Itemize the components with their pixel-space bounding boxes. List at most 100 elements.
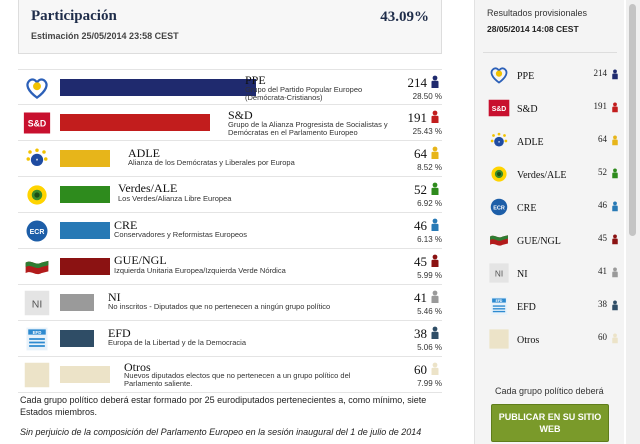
efd-logo-icon: EFD [18, 321, 56, 356]
sidebar-date: 28/05/2014 14:08 CEST [487, 24, 579, 34]
efd-logo-icon: EFD [487, 295, 511, 317]
sidebar-group-name: PPE [517, 71, 535, 82]
seat-bar [60, 294, 94, 311]
footnote-italic: Sin perjuicio de la composición del Parl… [20, 427, 422, 437]
group-desc: Grupo de la Alianza Progresista de Socia… [228, 120, 388, 137]
participation-estimate: Estimación 25/05/2014 23:58 CEST [31, 31, 179, 41]
others-logo-icon [487, 328, 511, 350]
sd-logo-text: S&D [492, 106, 507, 113]
sidebar-group-name: NI [517, 269, 528, 280]
sd-logo-icon: S&D [487, 97, 511, 119]
person-icon [430, 326, 440, 340]
seat-bar [60, 222, 110, 239]
group-row: NI NI No inscritos - Diputados que no pert… [18, 285, 442, 321]
publish-button-label-line2: WEB [539, 424, 561, 434]
person-icon [430, 254, 440, 268]
heart-logo-icon [18, 70, 56, 105]
svg-text:NI: NI [32, 298, 43, 310]
group-percent: 28.50 % [412, 92, 442, 101]
person-icon [611, 331, 619, 344]
group-seats: 52 [414, 182, 427, 197]
seat-bar [60, 186, 110, 203]
sidebar-group-seats: 46 [598, 200, 607, 210]
group-desc: Europa de la Libertad y de la Democracia [108, 338, 246, 347]
sidebar-group-item: PPE 214 [485, 60, 619, 93]
sd-logo-text: S&D [28, 118, 46, 128]
group-percent: 8.52 % [417, 163, 442, 172]
group-percent: 6.92 % [417, 199, 442, 208]
group-abbr: ADLE [128, 146, 160, 160]
group-abbr: NI [108, 290, 121, 304]
group-percent: 5.46 % [417, 307, 442, 316]
group-abbr: CRE [114, 218, 138, 232]
sidebar-group-name: EFD [517, 302, 536, 313]
publish-button[interactable]: PUBLICAR EN SU SITIO WEB [491, 404, 609, 442]
group-seats: 41 [414, 290, 427, 305]
person-icon [611, 265, 619, 278]
group-abbr: Otros [124, 360, 151, 374]
ni-logo-icon: NI [487, 262, 511, 284]
person-icon [611, 100, 619, 113]
svg-text:EFD: EFD [33, 329, 42, 334]
sidebar-group-seats: 41 [598, 266, 607, 276]
group-desc: Grupo del Partido Popular Europeo (Demóc… [245, 85, 363, 102]
results-panel: Participación 43.09% Estimación 25/05/20… [18, 0, 442, 437]
sidebar-group-name: Otros [517, 335, 540, 346]
group-seats: 38 [414, 326, 427, 341]
sidebar-group-seats: 191 [593, 101, 608, 111]
person-icon [611, 199, 619, 212]
group-desc: Nuevos diputados electos que no pertenec… [124, 371, 351, 388]
svg-text:EFD: EFD [496, 299, 503, 303]
seat-bar [60, 366, 110, 383]
seat-bar [60, 258, 110, 275]
participation-title: Participación [31, 8, 117, 24]
sidebar-group-seats: 52 [598, 167, 607, 177]
sidebar-group-list: PPE 214 S&D S&D 191 * ADLE 64 Verdes/ALE 52 ECR CRE… [485, 60, 619, 357]
group-desc: Conservadores y Reformistas Europeos [114, 230, 247, 239]
svg-text:NI: NI [495, 269, 503, 278]
sidebar-group-item: Otros 60 [485, 324, 619, 357]
participation-box: Participación 43.09% Estimación 25/05/20… [18, 0, 442, 54]
sidebar-group-item: ECR CRE 46 [485, 192, 619, 225]
group-row: Verdes/ALE Los Verdes/Alianza Libre Europ… [18, 177, 442, 213]
group-row: EFD EFD Europa de la Libertad y de la Demo… [18, 321, 442, 357]
scrollbar[interactable] [626, 0, 640, 444]
group-seats: 60 [414, 362, 427, 377]
sidebar-group-item: * ADLE 64 [485, 126, 619, 159]
group-percent: 25.43 % [412, 127, 442, 136]
group-seats: 214 [407, 75, 428, 90]
person-icon [430, 290, 440, 304]
scrollbar-thumb[interactable] [629, 4, 636, 236]
group-abbr: Verdes/ALE [118, 181, 178, 195]
person-icon [430, 146, 440, 160]
others-logo-icon [18, 357, 56, 392]
group-row: S&D S&D Grupo de la Alianza Progresista de… [18, 105, 442, 141]
sidebar-group-name: Verdes/ALE [517, 170, 567, 181]
group-seats: 64 [414, 146, 427, 161]
footnote: Cada grupo político deberá estar formado… [20, 395, 427, 417]
svg-text:*: * [36, 158, 39, 164]
person-icon [430, 362, 440, 376]
svg-text:ECR: ECR [493, 205, 505, 211]
ecr-logo-icon: ECR [18, 213, 56, 248]
sidebar-group-name: S&D [517, 104, 538, 115]
sidebar-title: Resultados provisionales [487, 8, 588, 18]
person-icon [430, 218, 440, 232]
divider [483, 52, 617, 53]
person-icon [430, 182, 440, 196]
ni-logo-icon: NI [18, 285, 56, 320]
group-row: GUE/NGL Izquierda Unitaria Europea/Izquie… [18, 249, 442, 285]
sidebar-group-seats: 38 [598, 299, 607, 309]
sidebar-group-seats: 64 [598, 134, 607, 144]
group-abbr: GUE/NGL [114, 253, 167, 267]
group-row: PPE Grupo del Partido Popular Europeo (De… [18, 69, 442, 105]
group-abbr: EFD [108, 326, 131, 340]
sidebar-group-item: NI NI 41 [485, 258, 619, 291]
group-list: PPE Grupo del Partido Popular Europeo (De… [18, 69, 442, 393]
group-percent: 5.06 % [417, 343, 442, 352]
sunflower-logo-icon [18, 177, 56, 212]
sidebar-note: Cada grupo político deberá [495, 386, 604, 396]
seat-bar [60, 114, 210, 131]
sidebar-group-item: GUE/NGL 45 [485, 225, 619, 258]
group-abbr: S&D [228, 108, 253, 122]
